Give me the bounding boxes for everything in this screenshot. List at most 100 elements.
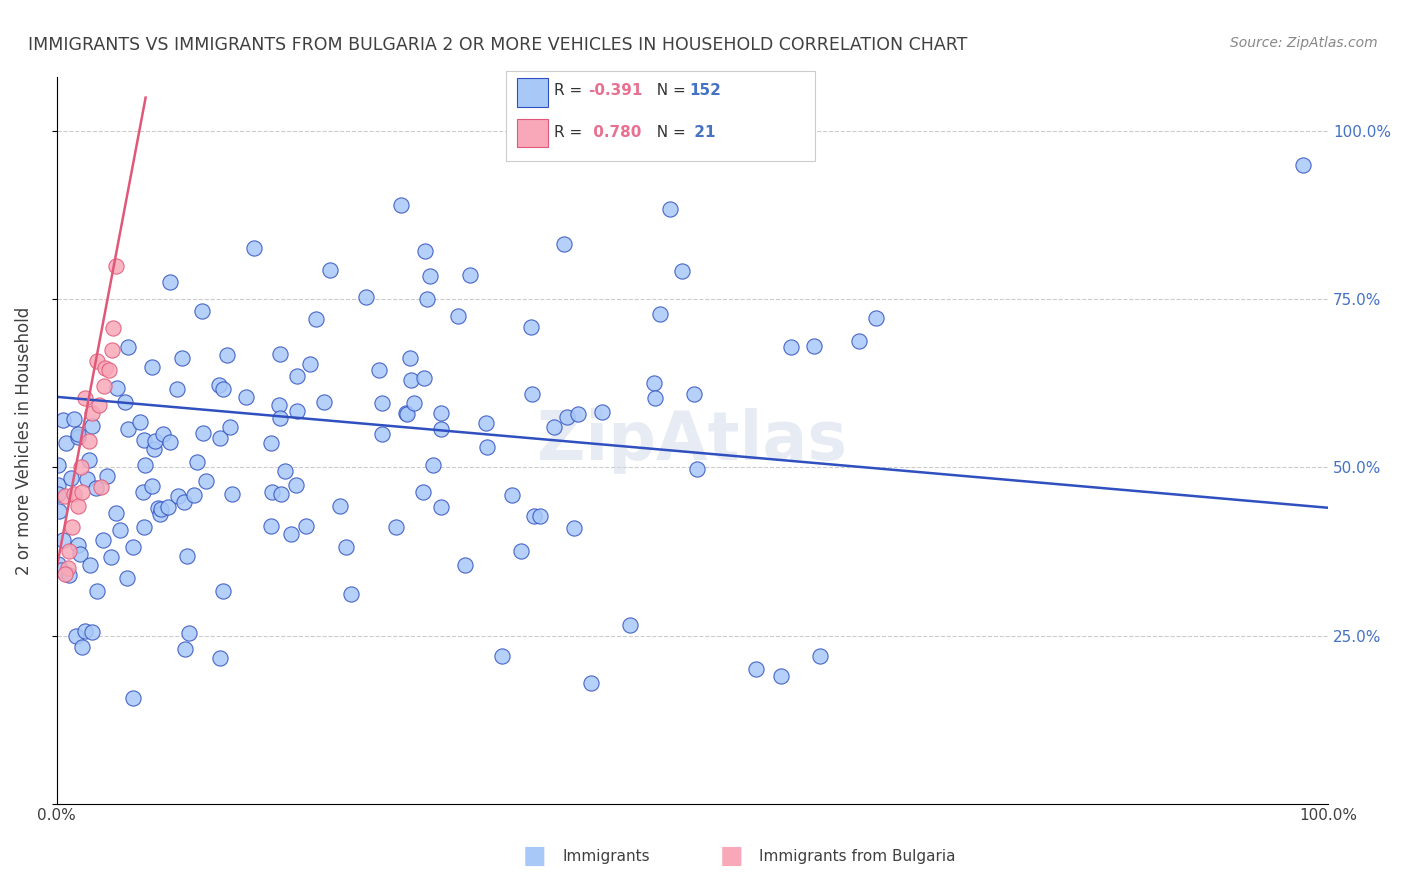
- Point: [335, 541, 357, 555]
- Text: 21: 21: [689, 126, 716, 140]
- Point: [402, 395, 425, 409]
- Point: [100, 549, 122, 564]
- Point: [66, 430, 89, 444]
- Point: [121, 690, 143, 705]
- Point: [46, 557, 69, 571]
- Point: [82, 406, 104, 420]
- Point: [273, 464, 295, 478]
- Point: [159, 435, 181, 450]
- Point: [143, 434, 166, 448]
- Point: [523, 509, 546, 524]
- Point: [55, 489, 77, 503]
- Point: [529, 508, 551, 523]
- Point: [183, 488, 205, 502]
- Point: [129, 415, 152, 429]
- Point: [60, 520, 83, 534]
- Point: [134, 520, 156, 534]
- Point: [56, 561, 79, 575]
- Y-axis label: 2 or more Vehicles in Household: 2 or more Vehicles in Household: [15, 307, 32, 574]
- Point: [520, 387, 543, 401]
- Point: [371, 426, 394, 441]
- Point: [177, 626, 200, 640]
- Point: [384, 520, 406, 534]
- Point: [340, 587, 363, 601]
- Point: [141, 479, 163, 493]
- Point: [510, 544, 533, 558]
- Point: [208, 377, 231, 392]
- Point: [77, 453, 100, 467]
- Point: [105, 259, 128, 273]
- Point: [477, 440, 499, 454]
- Point: [63, 411, 86, 425]
- Point: [173, 495, 195, 509]
- Point: [90, 480, 112, 494]
- Point: [159, 275, 181, 289]
- Point: [295, 519, 318, 533]
- Point: [299, 357, 322, 371]
- Point: [91, 533, 114, 547]
- Point: [329, 499, 352, 513]
- Point: [142, 442, 165, 456]
- Point: [267, 398, 290, 412]
- Point: [186, 454, 208, 468]
- Text: -0.391: -0.391: [588, 83, 643, 97]
- Point: [644, 392, 666, 406]
- Point: [69, 547, 91, 561]
- Point: [520, 319, 543, 334]
- Point: [55, 435, 77, 450]
- Point: [260, 519, 283, 533]
- Point: [591, 405, 613, 419]
- Point: [280, 526, 302, 541]
- Point: [114, 394, 136, 409]
- Point: [48, 487, 70, 501]
- Text: R =: R =: [554, 126, 588, 140]
- Point: [93, 379, 115, 393]
- Point: [77, 434, 100, 449]
- Point: [149, 507, 172, 521]
- Point: [683, 387, 706, 401]
- Point: [745, 662, 768, 676]
- Point: [100, 343, 122, 357]
- Text: R =: R =: [554, 83, 588, 97]
- Point: [865, 311, 887, 326]
- Point: [121, 540, 143, 554]
- Point: [221, 487, 243, 501]
- Text: IMMIGRANTS VS IMMIGRANTS FROM BULGARIA 2 OR MORE VEHICLES IN HOUSEHOLD CORRELATI: IMMIGRANTS VS IMMIGRANTS FROM BULGARIA 2…: [28, 36, 967, 54]
- Text: Source: ZipAtlas.com: Source: ZipAtlas.com: [1230, 36, 1378, 50]
- Point: [235, 390, 257, 404]
- Point: [132, 484, 155, 499]
- Point: [117, 421, 139, 435]
- Point: [209, 431, 232, 445]
- Point: [191, 304, 214, 318]
- Point: [430, 405, 453, 419]
- Point: [75, 624, 97, 638]
- Point: [115, 571, 138, 585]
- Point: [194, 475, 217, 489]
- Point: [501, 488, 523, 502]
- Point: [314, 395, 336, 409]
- Point: [413, 371, 436, 385]
- Point: [48, 504, 70, 518]
- Point: [152, 427, 174, 442]
- Text: ZipAtlas: ZipAtlas: [537, 408, 848, 474]
- Point: [174, 641, 197, 656]
- Point: [46, 458, 69, 472]
- Point: [141, 359, 163, 374]
- Point: [150, 502, 173, 516]
- Point: [80, 418, 103, 433]
- Point: [108, 523, 131, 537]
- Point: [285, 369, 308, 384]
- Point: [553, 237, 575, 252]
- Point: [389, 198, 412, 212]
- Point: [543, 419, 565, 434]
- Point: [429, 422, 451, 436]
- Point: [193, 425, 215, 440]
- Point: [46, 478, 69, 492]
- Point: [354, 290, 377, 304]
- Point: [762, 124, 785, 138]
- Point: [67, 499, 90, 513]
- Point: [686, 462, 709, 476]
- Point: [658, 202, 681, 216]
- Point: [170, 351, 193, 365]
- Point: [269, 410, 291, 425]
